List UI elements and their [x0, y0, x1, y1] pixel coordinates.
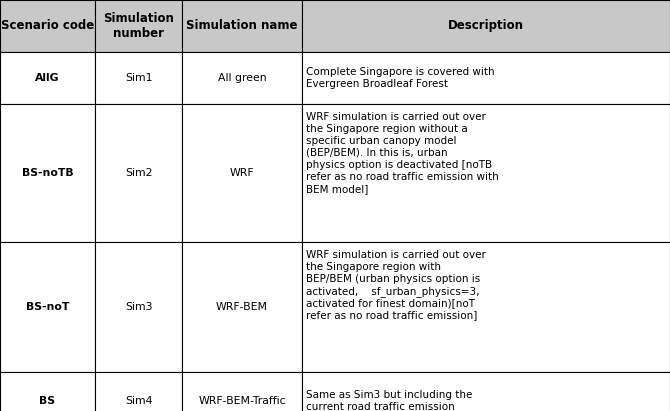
Text: WRF-BEM-Traffic: WRF-BEM-Traffic: [198, 396, 286, 406]
Bar: [95, 372, 182, 411]
Bar: [0, 104, 95, 242]
Text: Sim1: Sim1: [125, 73, 152, 83]
Text: WRF: WRF: [230, 168, 255, 178]
Text: BS-noT: BS-noT: [26, 302, 69, 312]
Text: WRF simulation is carried out over
the Singapore region without a
specific urban: WRF simulation is carried out over the S…: [306, 112, 498, 194]
Text: Sim4: Sim4: [125, 396, 152, 406]
Bar: [95, 52, 182, 104]
Bar: [182, 104, 302, 242]
Text: WRF simulation is carried out over
the Singapore region with
BEP/BEM (urban phys: WRF simulation is carried out over the S…: [306, 249, 486, 321]
Bar: [182, 0, 302, 52]
Bar: [0, 242, 95, 372]
Text: Description: Description: [448, 19, 524, 32]
Bar: [182, 52, 302, 104]
Text: AllG: AllG: [36, 73, 60, 83]
Text: WRF-BEM: WRF-BEM: [216, 302, 268, 312]
Bar: [0, 372, 95, 411]
Text: BS: BS: [40, 396, 56, 406]
Text: Scenario code: Scenario code: [1, 19, 94, 32]
Bar: [302, 104, 670, 242]
Bar: [0, 0, 95, 52]
Bar: [0, 52, 95, 104]
Bar: [302, 372, 670, 411]
Text: Sim3: Sim3: [125, 302, 152, 312]
Text: Same as Sim3 but including the
current road traffic emission: Same as Sim3 but including the current r…: [306, 390, 472, 411]
Bar: [95, 104, 182, 242]
Bar: [302, 52, 670, 104]
Bar: [182, 242, 302, 372]
Text: Complete Singapore is covered with
Evergreen Broadleaf Forest: Complete Singapore is covered with Everg…: [306, 67, 494, 89]
Text: Sim2: Sim2: [125, 168, 152, 178]
Bar: [302, 242, 670, 372]
Bar: [95, 242, 182, 372]
Bar: [95, 0, 182, 52]
Text: Simulation
number: Simulation number: [103, 12, 174, 40]
Text: Simulation name: Simulation name: [186, 19, 297, 32]
Text: BS-noTB: BS-noTB: [21, 168, 73, 178]
Bar: [302, 0, 670, 52]
Text: All green: All green: [218, 73, 266, 83]
Bar: [182, 372, 302, 411]
